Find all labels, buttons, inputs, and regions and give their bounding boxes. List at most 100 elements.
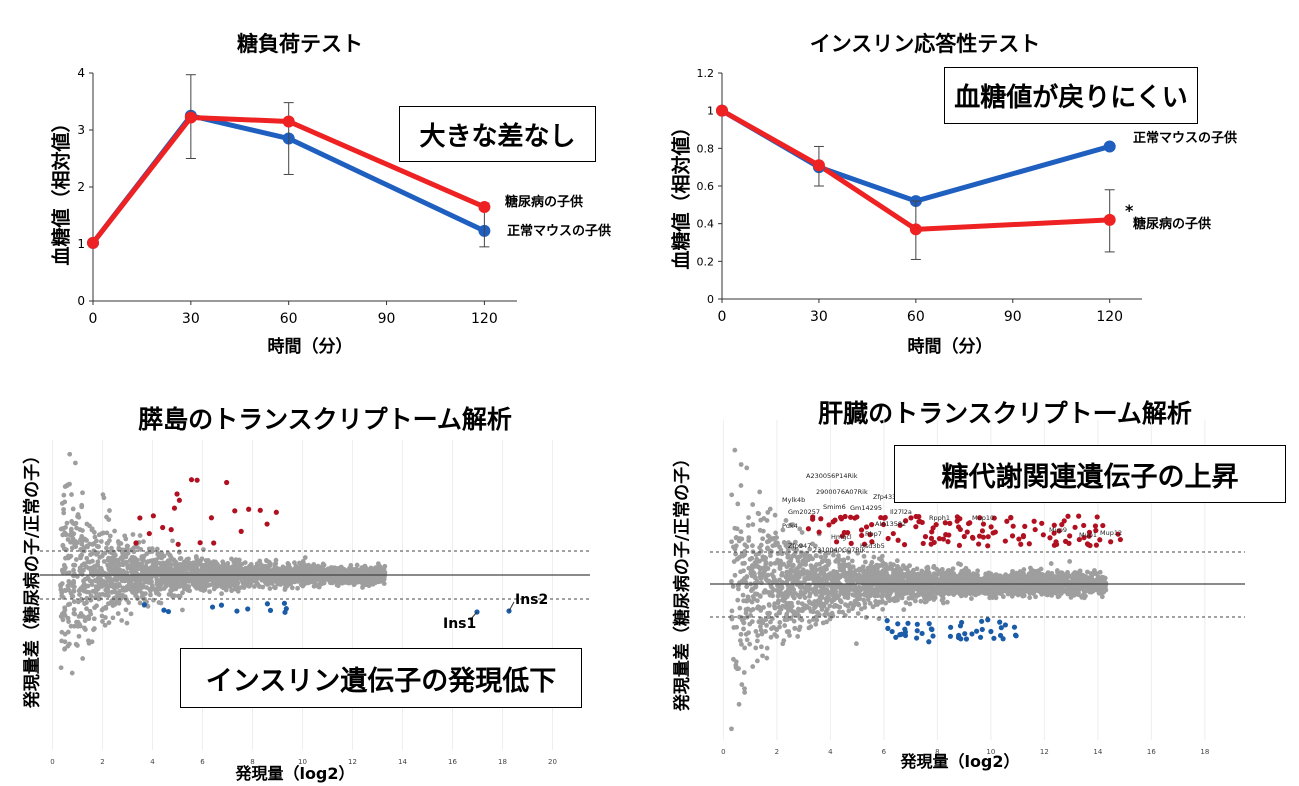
chart4-gene-point	[868, 593, 873, 598]
chart4-gene-point	[918, 598, 924, 604]
chart3-gene-point	[190, 574, 196, 580]
chart3-gene-point	[255, 581, 261, 587]
chart2-significance: *	[1125, 201, 1134, 220]
chart1-series-point-1	[282, 115, 295, 128]
chart3-gene-point	[112, 528, 118, 534]
chart3-gene-point	[68, 623, 74, 629]
chart3-gene-point	[186, 556, 191, 562]
chart3-gene-point	[88, 593, 94, 599]
chart3-gene-point	[226, 581, 232, 587]
chart1-series-line-1	[91, 114, 486, 245]
chart4-xtick-label: 4	[828, 748, 833, 756]
chart3-gene-point	[120, 549, 126, 555]
chart1-xtick-label: 30	[182, 311, 200, 327]
chart3-gene-point	[179, 580, 185, 586]
chart4-gene-point	[741, 598, 747, 604]
chart4-gene-point	[1073, 577, 1079, 583]
chart4-gene-point	[783, 518, 789, 523]
chart3-gene-point	[138, 547, 144, 552]
chart1-series-point-1	[478, 200, 491, 213]
chart4-gene-point	[732, 572, 738, 578]
chart3-gene-point	[295, 585, 300, 591]
chart3-gene-point	[115, 611, 121, 616]
chart3-gene-point	[363, 581, 369, 587]
chart3-gene-point	[66, 570, 72, 576]
chart4-gene-point	[736, 666, 741, 671]
chart4-gene-point	[754, 658, 760, 664]
chart3-gene-point	[91, 564, 97, 569]
chart3-gene-point	[129, 575, 134, 581]
chart4-gene-point	[901, 607, 907, 613]
chart3-gene-point	[251, 584, 257, 589]
chart4-gene-point	[766, 578, 772, 584]
chart4-gene-point	[744, 465, 750, 471]
chart3-gene-point	[229, 588, 235, 594]
chart3-gene-point	[188, 561, 194, 567]
chart3-gene-point	[229, 556, 234, 562]
chart3-gene-point	[335, 566, 341, 571]
chart3-gene-point	[284, 569, 290, 575]
chart3-gene-point	[285, 574, 291, 580]
chart4-gene-point	[806, 599, 812, 604]
chart4-gene-point	[890, 596, 896, 602]
chart4-gene-point	[778, 547, 784, 553]
chart3-gene-point	[126, 600, 132, 605]
chart3-gene-point	[376, 564, 382, 570]
chart3-gene-point	[77, 592, 82, 597]
chart3-gene-point	[203, 565, 209, 571]
chart3-gene-point	[148, 570, 154, 576]
chart3-gene-point	[82, 601, 87, 607]
chart3-gene-point	[100, 591, 105, 597]
chart4-gene-point	[773, 530, 779, 536]
chart4-gene-point	[771, 568, 777, 574]
chart3-down-point	[209, 604, 216, 610]
chart3-gene-point	[63, 524, 68, 530]
chart3-gene-point	[71, 623, 77, 629]
chart3-gene-point	[80, 490, 85, 496]
chart4-gene-point	[880, 606, 886, 612]
chart3-gene-point	[354, 562, 360, 568]
chart3-gene-point	[181, 575, 187, 580]
chart3-gene-point	[267, 574, 273, 580]
chart4-gene-point	[808, 624, 814, 630]
chart4-gene-point	[925, 564, 931, 570]
chart3-gene-point	[104, 530, 110, 536]
chart3-gene-point	[63, 532, 69, 538]
chart3-gene-point	[180, 607, 185, 613]
chart3-gene-point	[168, 578, 173, 584]
chart3-xtick-label: 16	[448, 758, 457, 766]
chart3-up-point	[175, 541, 181, 547]
chart4-gene-point	[729, 614, 734, 620]
chart3-gene-point	[119, 618, 125, 623]
chart3-gene-point	[155, 550, 161, 556]
chart3-gene-point	[148, 592, 153, 598]
chart4-gene-point	[923, 599, 929, 604]
chart1-xtick-label: 0	[89, 311, 98, 327]
chart3-gene-point	[122, 575, 127, 581]
chart4-gene-point	[741, 568, 746, 574]
chart4-gene-point	[855, 611, 861, 616]
chart2-ytick-label: 0.8	[697, 142, 715, 155]
chart1-series-point-1	[184, 111, 197, 124]
chart3-gene-point	[130, 532, 136, 537]
chart3-gene-point	[116, 600, 122, 606]
chart3-gene-point	[141, 539, 146, 545]
chart3-gene-point	[180, 565, 186, 571]
chart3-gene-point	[69, 545, 75, 551]
chart4-gene-point	[823, 554, 828, 559]
chart4-xtick-label: 0	[721, 748, 725, 756]
chart3-gene-point	[380, 578, 386, 584]
chart4-gene-point	[729, 726, 734, 732]
chart4-gene-point	[934, 566, 940, 572]
chart4-gene-point	[767, 610, 772, 616]
chart4-title: 肝臓のトランスクリプトーム解析	[818, 399, 1192, 428]
chart2-xtick-label: 90	[1004, 309, 1022, 325]
chart3-gene-point	[165, 574, 171, 580]
chart3-gene-point	[207, 582, 213, 588]
chart2-ytick-label: 0.4	[697, 218, 715, 231]
chart3-gene-point	[114, 577, 120, 583]
chart3-down-point	[245, 606, 251, 612]
chart4-gene-point	[803, 561, 809, 567]
chart3-gene-point	[65, 553, 71, 559]
